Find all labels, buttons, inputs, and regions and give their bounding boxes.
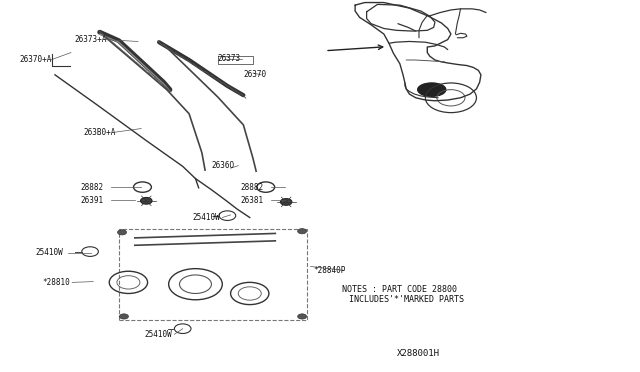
Text: 2636O: 2636O [211, 161, 235, 170]
Text: 26391: 26391 [81, 196, 104, 205]
Circle shape [298, 314, 307, 319]
Text: 26373: 26373 [218, 54, 241, 63]
Text: 26373+A: 26373+A [74, 35, 106, 44]
Bar [119, 230, 307, 320]
Text: 26370+A: 26370+A [20, 55, 52, 64]
Circle shape [118, 230, 127, 235]
Ellipse shape [418, 83, 446, 96]
Circle shape [120, 314, 129, 319]
Text: 25410W: 25410W [36, 248, 63, 257]
Text: 25410W: 25410W [192, 213, 220, 222]
Text: *28840P: *28840P [314, 266, 346, 275]
Circle shape [280, 199, 292, 205]
Text: 26381: 26381 [240, 196, 263, 205]
Text: INCLUDES'*'MARKED PARTS: INCLUDES'*'MARKED PARTS [349, 295, 464, 304]
Text: *28810: *28810 [42, 278, 70, 287]
Text: X288001H: X288001H [397, 349, 440, 358]
Text: 26370: 26370 [243, 70, 266, 79]
Circle shape [141, 198, 152, 204]
Text: NOTES : PART CODE 28800: NOTES : PART CODE 28800 [342, 285, 458, 294]
Circle shape [298, 229, 307, 234]
Text: 28882: 28882 [81, 183, 104, 192]
Text: 28882: 28882 [240, 183, 263, 192]
Text: 25410W: 25410W [145, 330, 172, 339]
Text: 263B0+A: 263B0+A [84, 128, 116, 137]
